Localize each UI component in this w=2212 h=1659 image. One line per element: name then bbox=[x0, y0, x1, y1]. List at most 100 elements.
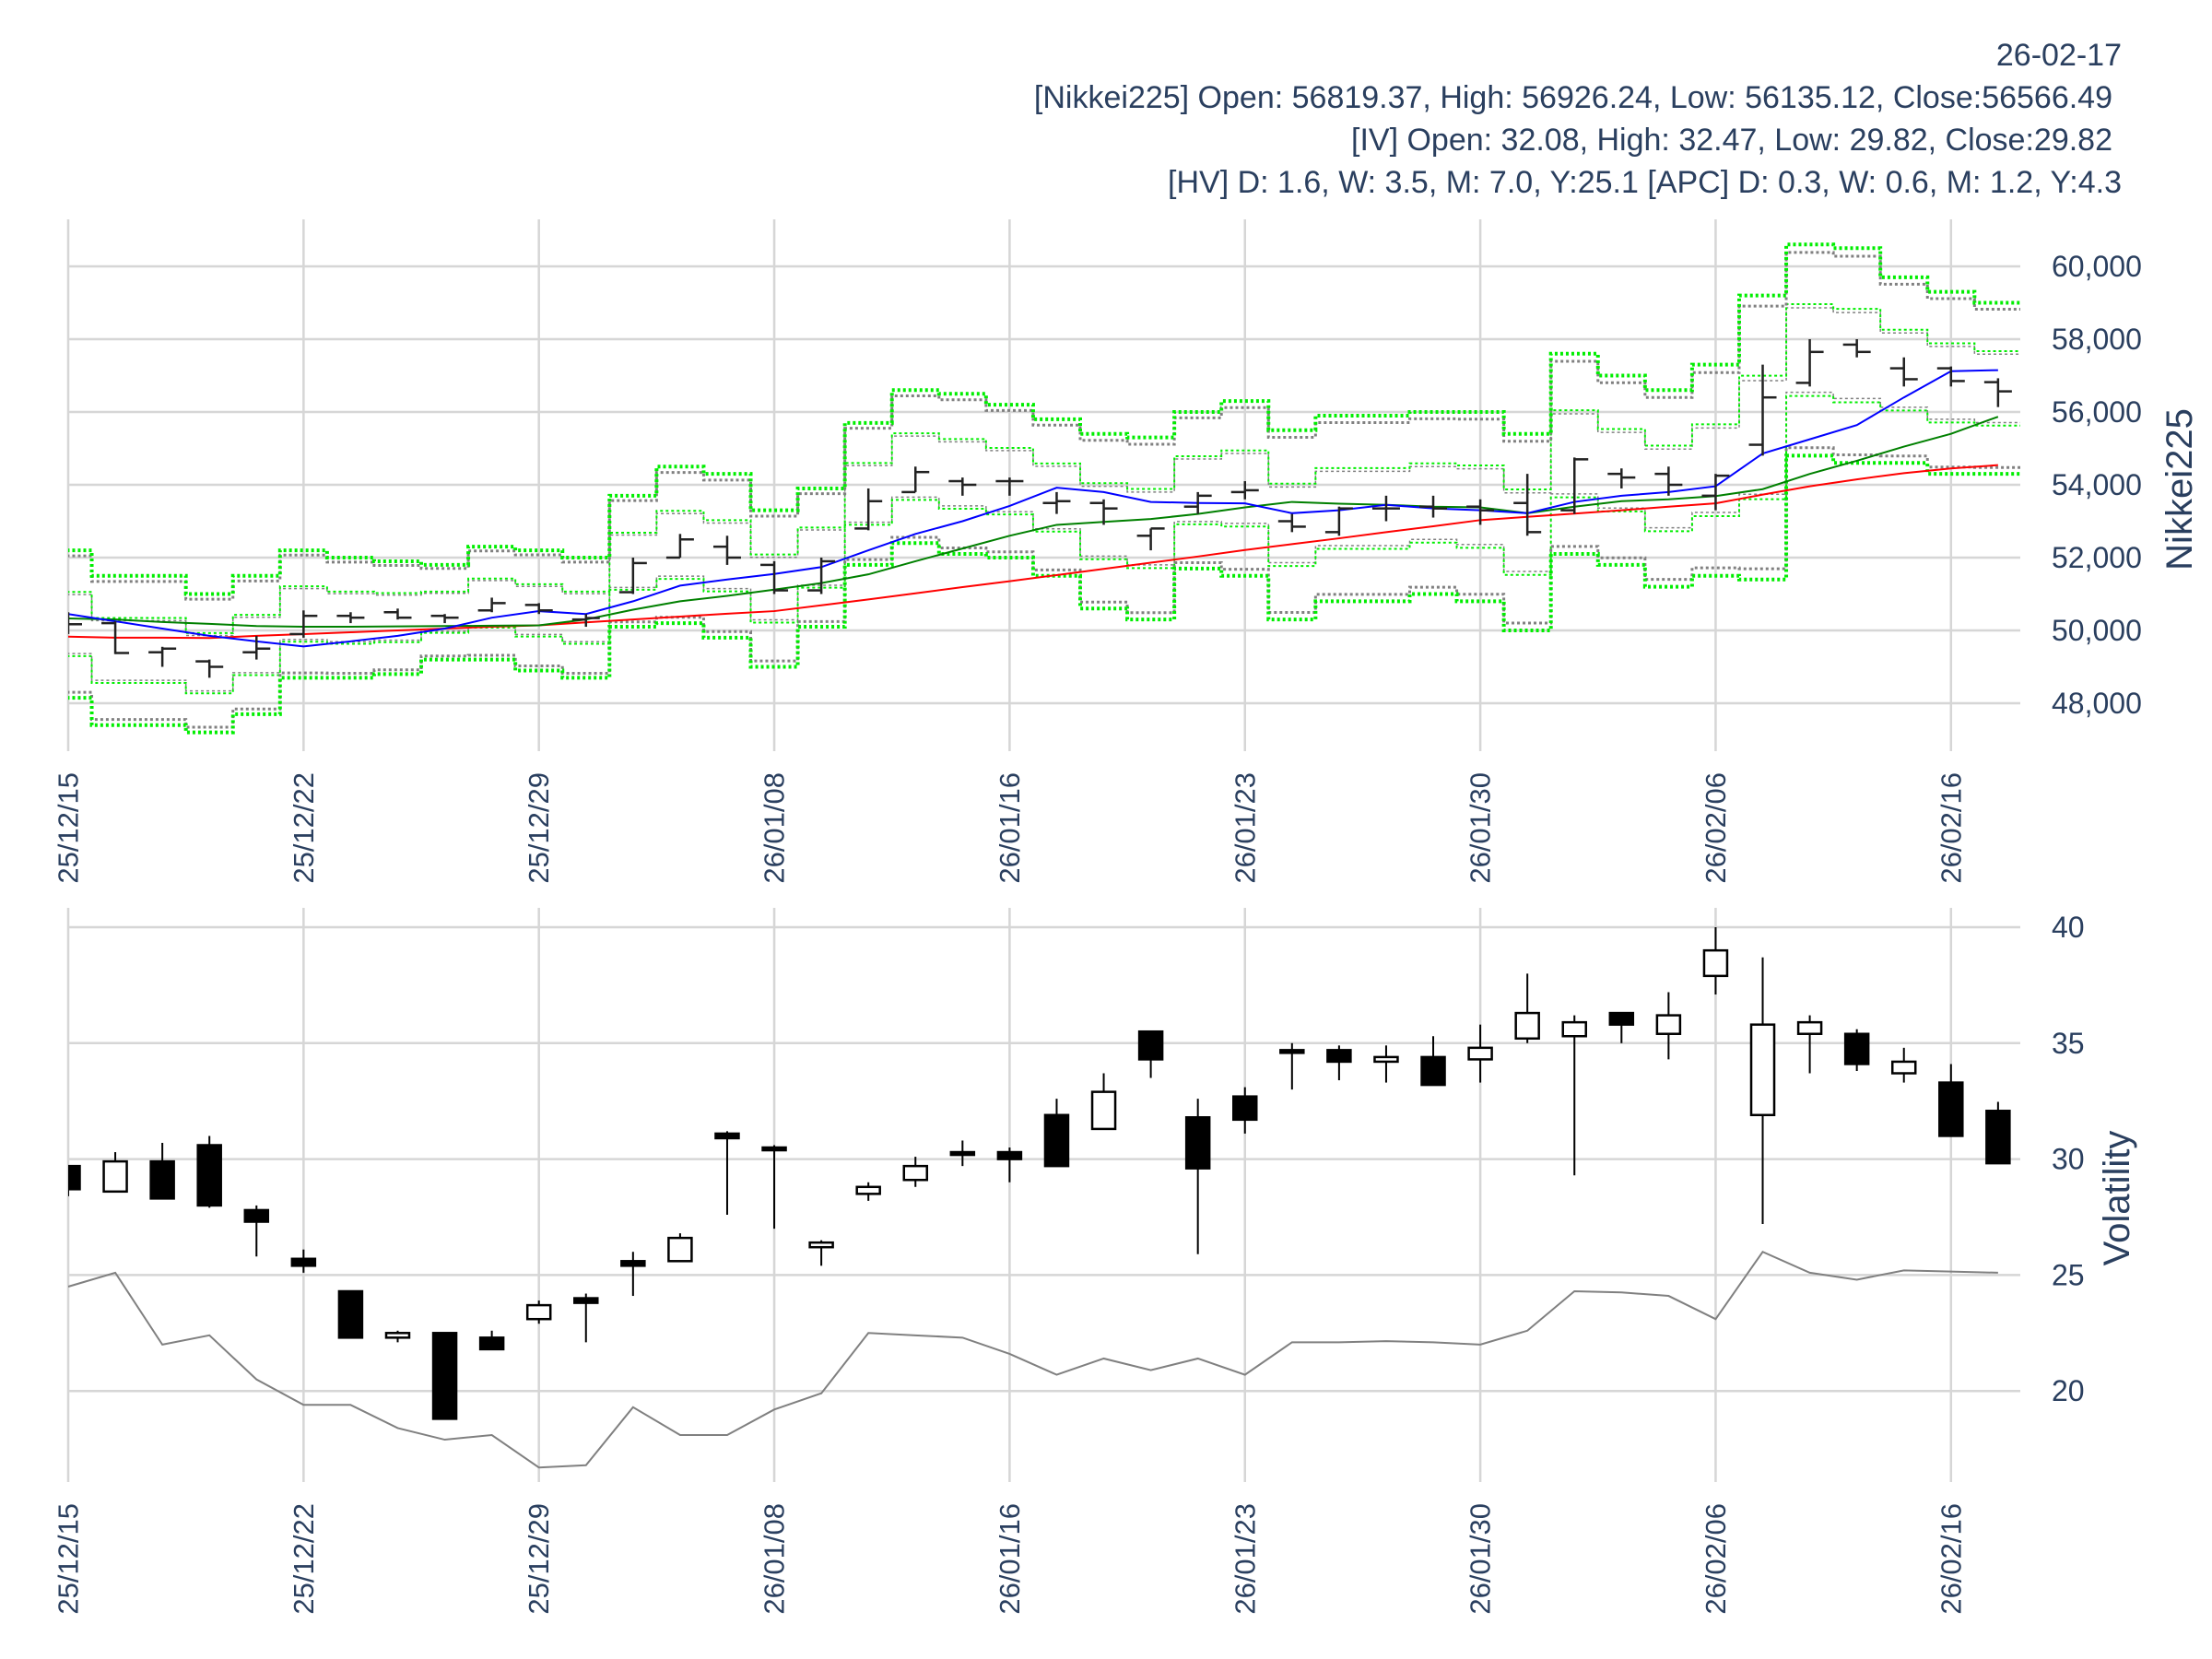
iv-candle bbox=[525, 1300, 552, 1324]
ohlc-bar bbox=[1748, 364, 1777, 456]
iv-candle bbox=[68, 1164, 81, 1196]
ohlc-bar bbox=[1466, 499, 1495, 525]
volatility-y-tick-label: 30 bbox=[2052, 1143, 2085, 1176]
ohlc-bar bbox=[1183, 491, 1212, 514]
price-plot bbox=[68, 242, 2020, 735]
ohlc-bar bbox=[1371, 495, 1400, 522]
price-axis-title: Nikkei225 bbox=[2159, 408, 2200, 571]
iv-candle bbox=[337, 1289, 364, 1339]
price-grid bbox=[66, 219, 2020, 751]
iv-candle bbox=[196, 1135, 222, 1208]
ohlc-bar bbox=[760, 560, 789, 594]
x-tick-label: 26/02/06 bbox=[1700, 1503, 1732, 1615]
candle-body-down bbox=[714, 1132, 740, 1140]
iv-candle bbox=[1843, 1029, 1870, 1071]
ohlc-bar bbox=[1277, 513, 1306, 533]
candle-body-down bbox=[290, 1257, 317, 1267]
ohlc-bar bbox=[901, 466, 930, 494]
iv-candle bbox=[1232, 1087, 1258, 1134]
ohlc-bar bbox=[665, 534, 694, 559]
iv-candle bbox=[667, 1233, 693, 1263]
iv-candle bbox=[573, 1293, 599, 1343]
ohlc-bar bbox=[618, 558, 647, 594]
iv-candle bbox=[1985, 1101, 2011, 1165]
candle-body-down bbox=[1938, 1081, 1964, 1137]
candle-body-down bbox=[996, 1150, 1023, 1160]
ohlc-bar bbox=[148, 646, 177, 667]
ma-long-line bbox=[68, 464, 1998, 640]
ohlc-bar bbox=[524, 603, 553, 615]
band-outer-lower bbox=[68, 453, 2020, 735]
iv-candle bbox=[949, 1140, 976, 1167]
candle-body-up bbox=[1514, 1011, 1540, 1041]
candle-body-down bbox=[949, 1150, 976, 1157]
hv-apc-summary: [HV] D: 1.6, W: 3.5, M: 7.0, Y:25.1 [APC… bbox=[1168, 165, 2122, 200]
ma-mid-line bbox=[68, 416, 1999, 629]
candle-body-down bbox=[196, 1144, 222, 1207]
candle-body-up bbox=[902, 1164, 929, 1182]
ohlc-bar bbox=[1324, 506, 1353, 536]
iv-candle bbox=[1420, 1036, 1446, 1087]
x-tick-label: 26/01/08 bbox=[759, 1503, 791, 1615]
nikkei-ohlc-summary: [Nikkei225] Open: 56819.37, High: 56926.… bbox=[1033, 80, 2112, 115]
iv-candle bbox=[902, 1157, 929, 1187]
volatility-plot bbox=[68, 927, 2011, 1469]
ohlc-bar bbox=[807, 558, 836, 594]
price-y-tick-label: 60,000 bbox=[2052, 250, 2142, 283]
iv-candle bbox=[1796, 1015, 1823, 1074]
candle-body-down bbox=[1843, 1032, 1870, 1065]
iv-candle bbox=[1890, 1047, 1917, 1083]
candle-body-up bbox=[1467, 1046, 1493, 1061]
ohlc-bar bbox=[571, 614, 600, 628]
band-inner-gray-lower bbox=[68, 391, 2020, 692]
ohlc-bar bbox=[712, 535, 741, 565]
volatility-y-tick-label: 20 bbox=[2052, 1374, 2085, 1407]
iv-candle bbox=[1702, 927, 1729, 994]
iv-candle bbox=[431, 1332, 458, 1420]
iv-candle bbox=[1655, 992, 1682, 1060]
candle-body-up bbox=[855, 1185, 881, 1195]
iv-candle bbox=[1561, 1015, 1587, 1176]
candle-body-up bbox=[102, 1159, 128, 1194]
iv-candle bbox=[102, 1152, 128, 1194]
candle-body-down bbox=[1043, 1113, 1070, 1168]
iv-candle bbox=[478, 1330, 505, 1351]
candle-body-up bbox=[1561, 1020, 1587, 1038]
volatility-y-tick-label: 35 bbox=[2052, 1027, 2085, 1060]
iv-candle bbox=[290, 1249, 317, 1273]
iv-candle bbox=[714, 1131, 740, 1215]
candle-body-up bbox=[1796, 1020, 1823, 1035]
candle-body-down bbox=[1326, 1049, 1352, 1064]
volatility-axis-title: Volatility bbox=[2097, 1131, 2137, 1266]
ohlc-bar bbox=[289, 610, 318, 638]
candle-body-up bbox=[1702, 948, 1729, 978]
band-gray-lower bbox=[68, 446, 2020, 729]
iv-candle bbox=[384, 1330, 411, 1343]
iv-candle bbox=[1467, 1024, 1493, 1083]
x-tick-label: 25/12/29 bbox=[523, 772, 555, 884]
x-tick-label: 26/01/16 bbox=[994, 1503, 1026, 1615]
ohlc-bar bbox=[1701, 474, 1730, 511]
price-y-tick-label: 56,000 bbox=[2052, 395, 2142, 429]
ohlc-bar bbox=[948, 477, 977, 496]
volatility-y-tick-label: 40 bbox=[2052, 911, 2085, 944]
band-inner-upper bbox=[68, 303, 2020, 634]
candle-body-down bbox=[431, 1332, 458, 1420]
iv-candle bbox=[149, 1142, 175, 1200]
x-tick-label: 25/12/22 bbox=[288, 772, 320, 884]
header-date: 26-02-17 bbox=[1995, 38, 2122, 73]
candle-body-down bbox=[68, 1164, 81, 1191]
ohlc-bar bbox=[383, 608, 412, 620]
candle-body-down bbox=[149, 1159, 175, 1200]
candle-body-up bbox=[1655, 1014, 1682, 1035]
band-outer-upper bbox=[68, 242, 2020, 596]
x-tick-label: 25/12/15 bbox=[53, 1503, 85, 1615]
ohlc-bar bbox=[854, 488, 883, 531]
iv-ohlc-summary: [IV] Open: 32.08, High: 32.47, Low: 29.8… bbox=[1351, 123, 2112, 158]
ohlc-bar bbox=[1842, 339, 1871, 358]
x-tick-label: 25/12/22 bbox=[288, 1503, 320, 1615]
x-tick-label: 26/01/23 bbox=[1229, 1503, 1261, 1615]
ohlc-bar bbox=[995, 477, 1024, 496]
ohlc-bar bbox=[1089, 499, 1118, 525]
